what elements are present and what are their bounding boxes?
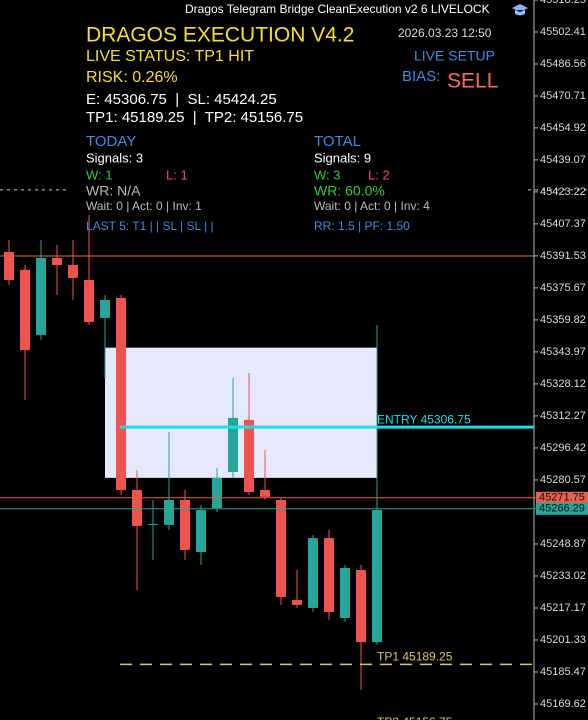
level-label: TP1 45189.25 bbox=[377, 650, 453, 664]
candle-body bbox=[276, 499, 286, 598]
y-tick-label: 45296.42 bbox=[540, 442, 586, 454]
y-tick-label: 45201.33 bbox=[540, 634, 586, 646]
candle-body bbox=[4, 251, 14, 280]
plot bbox=[4, 214, 382, 690]
y-tick-label: 45343.97 bbox=[540, 346, 586, 358]
candle-body bbox=[228, 417, 238, 473]
y-tick-label: 45185.47 bbox=[540, 666, 586, 678]
icon bbox=[512, 4, 528, 16]
candle-body bbox=[340, 567, 350, 619]
y-tick-label: 45470.71 bbox=[540, 90, 586, 102]
total-heading: TOTAL bbox=[314, 133, 361, 150]
today-last: LAST 5: T1 | | SL | SL | | bbox=[86, 219, 214, 233]
y-tick-label: 45280.57 bbox=[540, 474, 586, 486]
y-tick-label: 45248.87 bbox=[540, 538, 586, 550]
total-counts: Wait: 0 | Act: 0 | Inv: 4 bbox=[314, 199, 430, 213]
y-tick-label: 45359.82 bbox=[540, 314, 586, 326]
total-signals: Signals: 9 bbox=[314, 150, 371, 165]
setup-zone bbox=[105, 347, 377, 478]
bias-label: BIAS: bbox=[402, 68, 440, 85]
candle-body bbox=[212, 477, 222, 508]
today-wins: W: 1 bbox=[86, 167, 113, 182]
candle-body bbox=[196, 509, 206, 552]
y-tick-label: 45375.67 bbox=[540, 282, 586, 294]
y-tick-label: 45502.41 bbox=[540, 26, 586, 38]
y-tick-label: 45328.12 bbox=[540, 378, 586, 390]
datetime: 2026.03.23 12:50 bbox=[398, 26, 492, 40]
y-tick-label: 45407.37 bbox=[540, 218, 586, 230]
candle-body bbox=[292, 600, 302, 605]
y-tick-label: 45312.27 bbox=[540, 410, 586, 422]
y-tick-label: 45423.22 bbox=[540, 186, 586, 198]
candle-body bbox=[100, 299, 110, 318]
y-tick-label: 45486.56 bbox=[540, 58, 586, 70]
level-label: ENTRY 45306.75 bbox=[377, 412, 471, 426]
y-tick-label: 45454.92 bbox=[540, 122, 586, 134]
today-heading: TODAY bbox=[86, 133, 136, 150]
candle-body bbox=[356, 569, 366, 643]
total-wins: W: 3 bbox=[314, 167, 341, 182]
y-tick-label: 45439.07 bbox=[540, 154, 586, 166]
y-tick-label: 45169.62 bbox=[540, 698, 586, 710]
candle-body bbox=[52, 257, 62, 266]
setup: LIVE SETUP bbox=[414, 48, 495, 64]
candle-body bbox=[84, 279, 94, 322]
today-wr: WR: N/A bbox=[86, 183, 141, 199]
take-profits: TP1: 45189.25 | TP2: 45156.75 bbox=[86, 109, 303, 126]
total-wr: WR: 60.0% bbox=[314, 183, 385, 199]
today-counts: Wait: 0 | Act: 0 | Inv: 1 bbox=[86, 199, 202, 213]
candle-body bbox=[68, 265, 78, 278]
y-tick-label: 45217.17 bbox=[540, 602, 586, 614]
header: Dragos Telegram Bridge CleanExecution v2… bbox=[185, 2, 490, 16]
title: DRAGOS EXECUTION V4.2 bbox=[86, 24, 354, 47]
candle-body bbox=[132, 489, 142, 526]
total-losses: L: 2 bbox=[368, 167, 390, 182]
y-tick-label: 45391.53 bbox=[540, 250, 586, 262]
today-losses: L: 1 bbox=[166, 167, 188, 182]
price-tag-label: 45271.75 bbox=[539, 492, 585, 504]
candle-body bbox=[180, 499, 190, 550]
today-signals: Signals: 3 bbox=[86, 150, 143, 165]
candle-body bbox=[148, 523, 158, 525]
candle-body bbox=[20, 269, 30, 351]
risk: RISK: 0.26% bbox=[86, 69, 178, 86]
candle-body bbox=[260, 489, 270, 497]
price-tag bbox=[536, 491, 588, 504]
level-label: TP2 45156.75 bbox=[377, 715, 453, 720]
candle-body bbox=[372, 509, 382, 643]
overlay: Dragos Telegram Bridge CleanExecution v2… bbox=[86, 2, 528, 233]
candle-body bbox=[116, 297, 126, 490]
candle-body bbox=[164, 499, 174, 525]
candle-body bbox=[36, 257, 46, 335]
candle-body bbox=[244, 419, 254, 493]
y-tick-label: 45518.25 bbox=[540, 0, 586, 6]
bias: SELL bbox=[447, 70, 498, 93]
y-tick-label: 45233.02 bbox=[540, 570, 586, 582]
candle-body bbox=[308, 538, 318, 608]
status: LIVE STATUS: TP1 HIT bbox=[86, 48, 254, 65]
entry-sl: E: 45306.75 | SL: 45424.25 bbox=[86, 91, 277, 108]
price-tag-label: 45266.29 bbox=[539, 503, 585, 515]
price-tag bbox=[536, 502, 588, 515]
candle-body bbox=[324, 538, 334, 612]
arrow bbox=[116, 436, 126, 446]
total-ratio: RR: 1.5 | PF: 1.50 bbox=[314, 219, 410, 233]
